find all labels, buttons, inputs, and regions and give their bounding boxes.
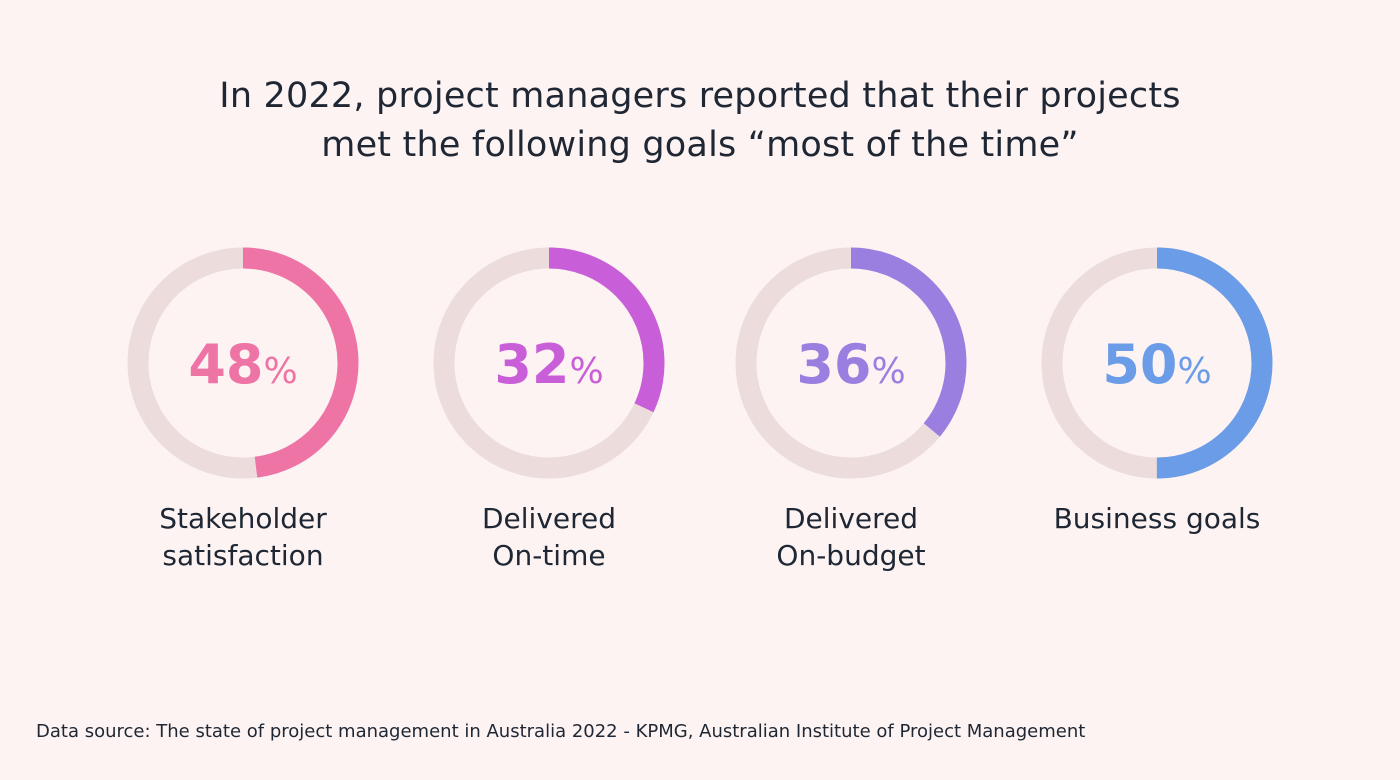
donut-category-label-line: Delivered bbox=[481, 502, 617, 535]
data-source-note: Data source: The state of project manage… bbox=[36, 721, 1086, 742]
donut-value-arc bbox=[1041, 247, 1273, 479]
donut-2: 32% bbox=[433, 247, 665, 479]
donut-value-percent: % bbox=[263, 351, 297, 392]
donut-category-label-line: Stakeholder bbox=[159, 502, 327, 535]
donut-value-arc bbox=[433, 247, 665, 479]
donut-value-label: 32% bbox=[494, 333, 603, 396]
donut-value-number: 50 bbox=[1102, 333, 1177, 396]
donut-category-label: Delivered On-budget bbox=[711, 500, 991, 574]
chart-title-line-1: In 2022, project managers reported that … bbox=[219, 76, 1181, 116]
donut-value-number: 32 bbox=[494, 333, 569, 396]
chart-title-line-2: met the following goals “most of the tim… bbox=[321, 125, 1079, 165]
donut-value-percent: % bbox=[871, 351, 905, 392]
donut-category-label-line: Delivered bbox=[783, 502, 919, 535]
donut-value-label: 48% bbox=[188, 333, 297, 396]
donut-category-label-line: On-budget bbox=[776, 539, 926, 572]
donut-value-number: 36 bbox=[796, 333, 871, 396]
donut-category-label-line: On-time bbox=[492, 539, 606, 572]
donut-value-label: 36% bbox=[796, 333, 905, 396]
donut-value-percent: % bbox=[1177, 351, 1211, 392]
chart-title: In 2022, project managers reported that … bbox=[0, 72, 1400, 170]
donut-value-percent: % bbox=[569, 351, 603, 392]
donut-category-label: Business goals bbox=[1017, 500, 1297, 537]
donut-category-label-line: Business goals bbox=[1053, 502, 1261, 535]
donut-category-label: Delivered On-time bbox=[409, 500, 689, 574]
donut-4: 50% bbox=[1041, 247, 1273, 479]
donut-1: 48% bbox=[127, 247, 359, 479]
donut-category-label-line: satisfaction bbox=[162, 539, 324, 572]
donut-value-arc bbox=[127, 247, 359, 479]
donut-category-label: Stakeholder satisfaction bbox=[103, 500, 383, 574]
donut-value-arc bbox=[735, 247, 967, 479]
donut-value-number: 48 bbox=[188, 333, 263, 396]
donut-3: 36% bbox=[735, 247, 967, 479]
donut-value-label: 50% bbox=[1102, 333, 1211, 396]
